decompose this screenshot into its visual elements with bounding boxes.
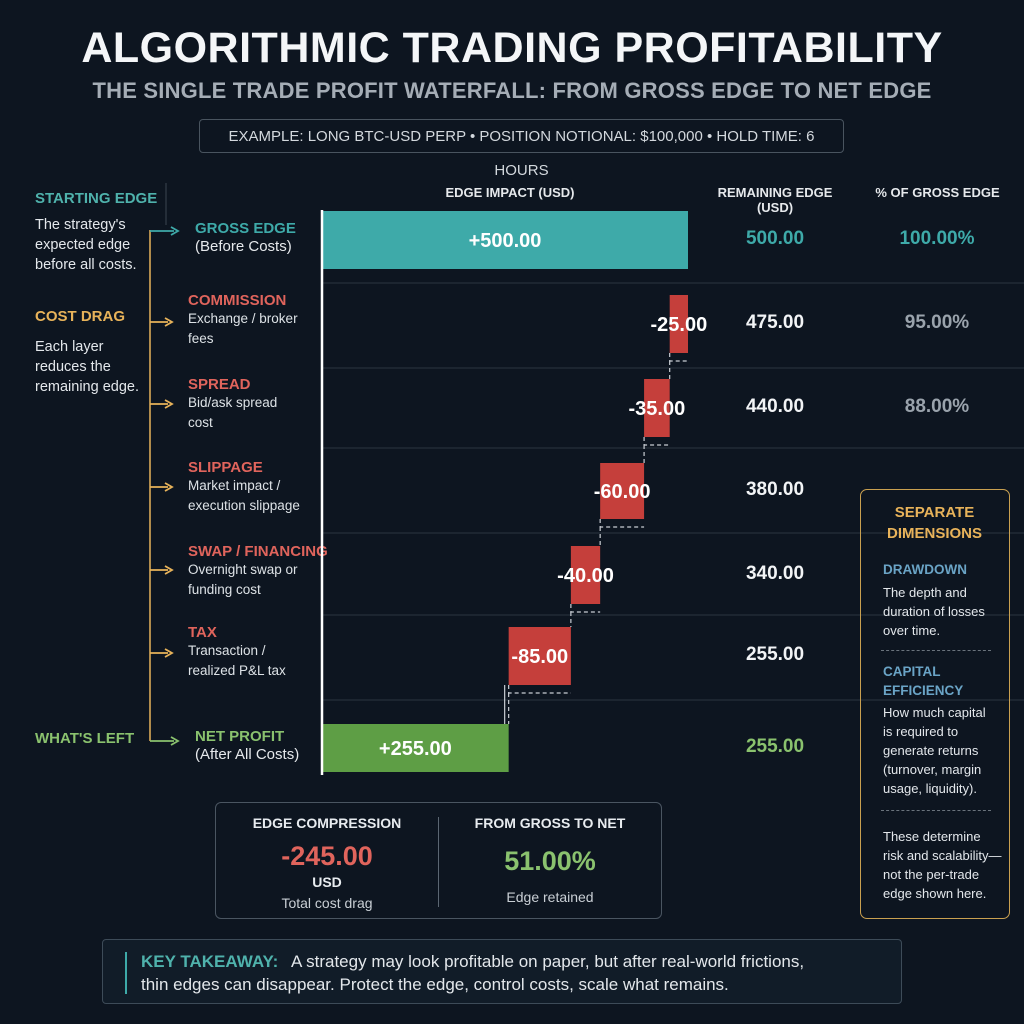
column-header-impact: EDGE IMPACT (USD) [445, 185, 575, 200]
connector-line [599, 519, 645, 528]
remaining-edge-value: 255.00 [745, 644, 805, 665]
row-label-description: cost [188, 415, 213, 430]
takeaway-line-2: thin edges can disappear. Protect the ed… [141, 975, 729, 994]
gross-to-net-heading: FROM GROSS TO NET [474, 815, 626, 831]
separator-2 [881, 810, 991, 811]
row-label-name: TAX [188, 624, 217, 641]
separate-footer-text: These determine risk and scalability— no… [883, 829, 1002, 901]
row-label-commission: COMMISSION Exchange / broker fees [188, 292, 298, 349]
remaining-edge-value: 500.00 [745, 228, 805, 249]
row-label-name: SWAP / FINANCING [188, 543, 328, 560]
starting-edge-heading: STARTING EDGE [35, 190, 158, 207]
capital-efficiency-text: How much capital is required to generate… [883, 705, 986, 796]
row-label-name: SLIPPAGE [188, 459, 263, 476]
separate-dimensions-heading: SEPARATE DIMENSIONS [886, 504, 982, 542]
row-label-spread: SPREAD Bid/ask spread cost [188, 376, 277, 433]
row-label-name: SPREAD [188, 376, 251, 393]
starting-edge-text: The strategy's expected edge before all … [35, 217, 137, 273]
edge-retained-value: 51.00% [504, 846, 596, 876]
edge-compression-heading: EDGE COMPRESSION [252, 815, 402, 831]
bar-label: -60.00 [594, 481, 651, 503]
row-label-description: Exchange / broker [188, 311, 298, 326]
row-label-gross-edge: GROSS EDGE (Before Costs) [195, 220, 296, 257]
remaining-edge-value: 475.00 [745, 312, 805, 333]
cost-drag-text: Each layer reduces the remaining edge. [35, 339, 139, 395]
separate-dimensions-box: SEPARATE DIMENSIONS DRAWDOWN The depth a… [860, 489, 1010, 919]
summary-divider [438, 817, 439, 907]
remaining-edge-value: 340.00 [745, 563, 805, 584]
pct-of-gross-value: 95.00% [904, 312, 970, 333]
arrow-icon [164, 648, 174, 658]
takeaway-line-1: A strategy may look profitable on paper,… [291, 952, 805, 971]
pct-of-gross-value: 88.00% [904, 396, 970, 417]
drawdown-heading: DRAWDOWN [883, 562, 967, 577]
key-takeaway-box: KEY TAKEAWAY: A strategy may look profit… [102, 939, 902, 1004]
bar-slippage [600, 463, 645, 519]
column-header-pct: % OF GROSS EDGE [875, 185, 1000, 200]
bar-label: -40.00 [557, 565, 614, 587]
connector-line [570, 604, 601, 613]
whats-left-heading: WHAT'S LEFT [35, 730, 135, 747]
pct-of-gross-value: 100.00% [899, 228, 975, 249]
row-label-description: Bid/ask spread [188, 395, 278, 410]
bar-label: +500.00 [469, 230, 542, 252]
bar-spread [644, 379, 670, 437]
row-label-description: fees [188, 331, 214, 346]
takeaway-label: KEY TAKEAWAY: [141, 952, 279, 971]
row-label-net-profit: NET PROFIT (After All Costs) [195, 728, 299, 765]
row-label-description: execution slippage [188, 498, 300, 513]
row-label-description: funding cost [188, 582, 261, 597]
bar-gross-edge [322, 211, 688, 269]
arrow-icon [170, 226, 180, 236]
cost-drag-heading: COST DRAG [35, 308, 125, 325]
bar-label: +255.00 [379, 738, 452, 760]
bar-label: -85.00 [511, 646, 568, 668]
page-title: ALGORITHMIC TRADING PROFITABILITY [81, 24, 943, 72]
row-label-description: (Before Costs) [195, 238, 292, 255]
drawdown-text: The depth and duration of losses over ti… [883, 585, 985, 638]
row-label-name: GROSS EDGE [195, 220, 296, 237]
row-label-description: Market impact / [188, 478, 281, 493]
row-label-name: NET PROFIT [195, 728, 285, 745]
bar-label: -25.00 [650, 314, 707, 336]
connector-line [508, 685, 571, 694]
example-banner: EXAMPLE: LONG BTC-USD PERP • POSITION NO… [199, 119, 844, 179]
row-label-description: Transaction / [188, 643, 266, 658]
page-subtitle: THE SINGLE TRADE PROFIT WATERFALL: FROM … [92, 78, 932, 103]
row-label-swap-financing: SWAP / FINANCING Overnight swap or funding… [188, 543, 328, 600]
row-label-name: COMMISSION [188, 292, 287, 309]
remaining-edge-value: 255.00 [745, 736, 805, 757]
bar-commission [669, 295, 688, 353]
summary-box: EDGE COMPRESSION -245.00 USD Total cost … [215, 802, 662, 919]
bar-label: -35.00 [629, 398, 686, 420]
waterfall-chart: +500.00 -25.00 -35.00 -60.00 -40.00 -85.00 +25… [149, 183, 1024, 775]
edge-retained-caption: Edge retained [506, 889, 594, 905]
column-header-remaining: REMAINING EDGE (USD) [717, 185, 833, 215]
connector-line [643, 437, 670, 446]
bar-net-profit [322, 724, 509, 772]
connector-line [669, 353, 688, 362]
bar-swap-financing [570, 546, 601, 604]
bar-tax [508, 627, 571, 685]
edge-compression-unit: USD [312, 874, 342, 890]
separator-1 [881, 650, 991, 651]
arrow-icon [170, 736, 180, 746]
row-label-description: (After All Costs) [195, 746, 300, 763]
row-label-description: realized P&L tax [188, 663, 286, 678]
remaining-edge-value: 380.00 [745, 479, 805, 500]
row-label-slippage: SLIPPAGE Market impact / execution slippag… [188, 459, 300, 516]
capital-efficiency-heading: CAPITAL EFFICIENCY [883, 664, 964, 698]
arrow-icon [164, 482, 174, 492]
arrow-icon [164, 565, 174, 575]
edge-compression-caption: Total cost drag [281, 895, 373, 911]
arrow-icon [164, 399, 174, 409]
remaining-edge-value: 440.00 [745, 396, 805, 417]
edge-compression-value: -245.00 [281, 841, 373, 871]
arrow-icon [164, 317, 174, 327]
row-label-description: Overnight swap or [188, 562, 298, 577]
takeaway-accent-bar [125, 952, 127, 994]
row-label-tax: TAX Transaction / realized P&L tax [188, 624, 286, 681]
